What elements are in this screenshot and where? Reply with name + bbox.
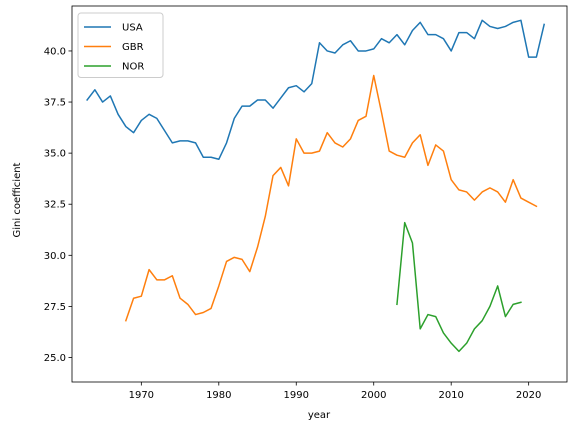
x-axis-label: year <box>308 410 331 421</box>
x-tick-label: 1970 <box>129 390 154 401</box>
series-line-nor <box>396 221 522 353</box>
y-tick-label: 35.0 <box>44 149 66 160</box>
legend-label-usa: USA <box>122 23 143 34</box>
x-tick-label: 2010 <box>438 390 463 401</box>
y-tick-label: 37.5 <box>44 98 66 109</box>
y-axis-label: Gini coefficient <box>12 162 23 237</box>
x-axis: 1970 1980 1990 2000 2010 2020 <box>129 382 541 401</box>
plot-area <box>71 5 568 383</box>
y-axis: 25.0 27.5 30.0 32.5 35.0 37.5 40.0 <box>44 46 72 364</box>
y-tick-label: 25.0 <box>44 353 66 364</box>
legend-label-gbr: GBR <box>122 42 144 53</box>
y-tick-label: 27.5 <box>44 302 66 313</box>
legend: USA GBR NOR <box>77 12 164 78</box>
series-line-usa <box>86 19 546 161</box>
y-tick-label: 32.5 <box>44 200 66 211</box>
x-tick-label: 2020 <box>516 390 541 401</box>
x-tick-label: 1980 <box>206 390 231 401</box>
legend-label-nor: NOR <box>122 62 144 73</box>
series-line-gbr <box>124 74 538 322</box>
x-tick-label: 2000 <box>361 390 386 401</box>
y-tick-label: 30.0 <box>44 251 66 262</box>
axes-frame <box>71 5 568 383</box>
x-tick-label: 1990 <box>284 390 309 401</box>
legend-box <box>77 12 164 78</box>
y-tick-label: 40.0 <box>44 46 66 57</box>
